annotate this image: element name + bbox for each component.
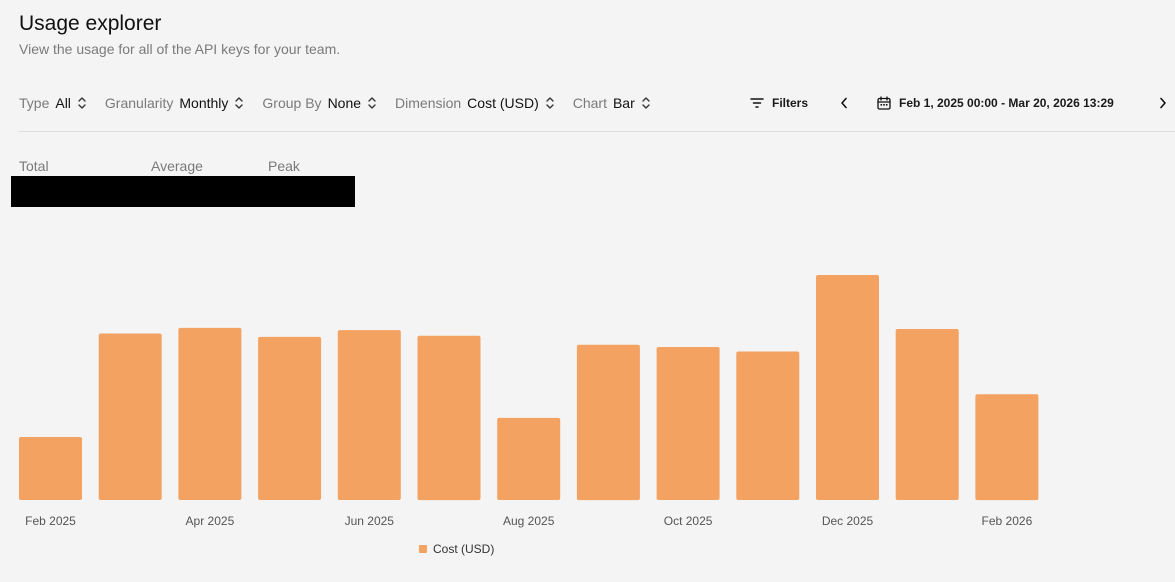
bar-jul-2025[interactable] bbox=[417, 335, 481, 501]
date-range-picker[interactable]: Feb 1, 2025 00:00 - Mar 20, 2026 13:29 bbox=[877, 93, 1114, 113]
dimension-label: Dimension bbox=[395, 95, 462, 111]
filters-label: Filters bbox=[772, 96, 809, 110]
legend-swatch bbox=[419, 545, 427, 553]
bar-jun-2025[interactable] bbox=[337, 330, 401, 500]
bar-feb-2026[interactable] bbox=[975, 394, 1039, 501]
chart-type-value: Bar bbox=[612, 95, 635, 111]
bar-dec-2025[interactable] bbox=[816, 275, 879, 500]
type-label: Type bbox=[19, 95, 50, 111]
type-value: All bbox=[55, 95, 71, 111]
x-tick-label: Apr 2025 bbox=[186, 514, 235, 528]
group-by-select[interactable]: Group By None bbox=[262, 86, 377, 120]
chevron-right-icon bbox=[1160, 97, 1166, 109]
bar-apr-2025[interactable] bbox=[178, 327, 242, 500]
bar-oct-2025[interactable] bbox=[656, 347, 720, 500]
chart-type-label: Chart bbox=[572, 95, 607, 111]
peak-label: Peak bbox=[268, 158, 300, 174]
bar-may-2025[interactable] bbox=[258, 336, 322, 500]
granularity-select[interactable]: Granularity Monthly bbox=[105, 86, 245, 120]
date-range-text: Feb 1, 2025 00:00 - Mar 20, 2026 13:29 bbox=[899, 96, 1114, 110]
redacted-stats-values bbox=[11, 176, 355, 207]
x-tick-label: Dec 2025 bbox=[822, 514, 874, 528]
next-range-button[interactable] bbox=[1155, 94, 1171, 112]
chart-type-select[interactable]: Chart Bar bbox=[573, 86, 651, 120]
chevron-up-down-icon bbox=[235, 97, 244, 109]
x-tick-label: Oct 2025 bbox=[664, 514, 713, 528]
bar-nov-2025[interactable] bbox=[736, 351, 800, 501]
bar-aug-2025[interactable] bbox=[497, 417, 561, 500]
filter-lines-icon bbox=[750, 98, 764, 108]
toolbar-divider bbox=[19, 131, 1175, 132]
chart-legend[interactable]: Cost (USD) bbox=[419, 542, 494, 556]
dimension-value: Cost (USD) bbox=[467, 95, 539, 111]
calendar-icon bbox=[877, 96, 891, 110]
page-subtitle: View the usage for all of the API keys f… bbox=[19, 41, 341, 57]
chevron-up-down-icon bbox=[78, 97, 86, 109]
chevron-up-down-icon bbox=[642, 97, 650, 109]
bar-jan-2026[interactable] bbox=[895, 329, 959, 500]
bar-feb-2025[interactable] bbox=[19, 437, 82, 500]
x-tick-label: Aug 2025 bbox=[503, 514, 555, 528]
total-label: Total bbox=[19, 158, 49, 174]
type-select[interactable]: Type All bbox=[19, 86, 87, 120]
dimension-select[interactable]: Dimension Cost (USD) bbox=[395, 86, 555, 120]
filters-button[interactable]: Filters bbox=[750, 93, 808, 113]
chevron-up-down-icon bbox=[546, 97, 554, 109]
granularity-label: Granularity bbox=[104, 95, 174, 111]
bar-mar-2025[interactable] bbox=[98, 333, 162, 501]
group-by-label: Group By bbox=[262, 95, 322, 111]
average-label: Average bbox=[151, 158, 203, 174]
page-title: Usage explorer bbox=[19, 12, 162, 35]
group-by-value: None bbox=[327, 95, 362, 111]
previous-range-button[interactable] bbox=[836, 94, 852, 112]
usage-bar-chart: Feb 2025 Apr 2025 Jun 2025 Aug 2025 Oct 2025… bbox=[19, 275, 1039, 528]
granularity-value: Monthly bbox=[179, 95, 229, 111]
x-tick-label: Feb 2025 bbox=[25, 514, 76, 528]
chevron-up-down-icon bbox=[368, 97, 376, 109]
bar-sep-2025[interactable] bbox=[576, 344, 640, 501]
toolbar: Type All Granularity Monthly Group By No… bbox=[19, 86, 1169, 120]
x-tick-label: Jun 2025 bbox=[345, 514, 395, 528]
x-tick-label: Feb 2026 bbox=[982, 514, 1033, 528]
legend-label: Cost (USD) bbox=[433, 542, 495, 556]
chevron-left-icon bbox=[841, 97, 847, 109]
